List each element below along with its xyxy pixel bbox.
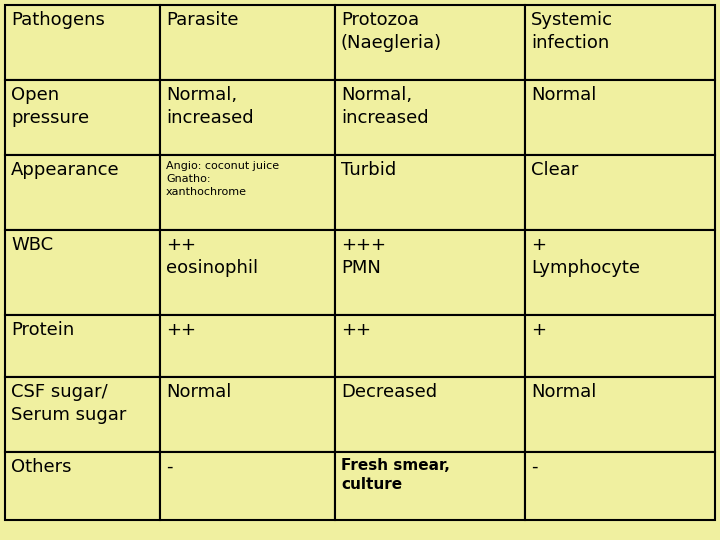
Bar xyxy=(160,230,335,315)
Bar xyxy=(525,5,715,80)
Text: Clear: Clear xyxy=(531,161,578,179)
Bar xyxy=(335,5,525,80)
Bar xyxy=(5,155,160,230)
Text: +: + xyxy=(531,321,546,339)
Bar xyxy=(5,5,160,80)
Bar xyxy=(160,5,335,80)
Text: -: - xyxy=(166,458,173,476)
Bar xyxy=(160,80,335,155)
Bar xyxy=(335,315,525,377)
Text: Protozoa
(Naegleria): Protozoa (Naegleria) xyxy=(341,11,442,52)
Bar xyxy=(5,377,160,452)
Text: Normal,
increased: Normal, increased xyxy=(341,86,428,127)
Bar xyxy=(525,80,715,155)
Bar xyxy=(160,315,335,377)
Bar xyxy=(160,452,335,520)
Bar xyxy=(335,452,525,520)
Text: Others: Others xyxy=(11,458,71,476)
Text: Normal: Normal xyxy=(531,383,596,401)
Text: Open
pressure: Open pressure xyxy=(11,86,89,127)
Text: Protein: Protein xyxy=(11,321,74,339)
Text: Pathogens: Pathogens xyxy=(11,11,105,29)
Bar xyxy=(5,452,160,520)
Bar xyxy=(160,155,335,230)
Bar xyxy=(525,315,715,377)
Text: ++: ++ xyxy=(166,321,196,339)
Text: Parasite: Parasite xyxy=(166,11,238,29)
Text: ++
eosinophil: ++ eosinophil xyxy=(166,236,258,277)
Text: Normal: Normal xyxy=(531,86,596,104)
Text: Turbid: Turbid xyxy=(341,161,396,179)
Text: Normal: Normal xyxy=(166,383,231,401)
Bar xyxy=(525,377,715,452)
Text: Fresh smear,
culture: Fresh smear, culture xyxy=(341,458,450,492)
Text: WBC: WBC xyxy=(11,236,53,254)
Text: Decreased: Decreased xyxy=(341,383,437,401)
Text: +
Lymphocyte: + Lymphocyte xyxy=(531,236,640,277)
Text: Angio: coconut juice
Gnatho:
xanthochrome: Angio: coconut juice Gnatho: xanthochrom… xyxy=(166,161,279,197)
Bar xyxy=(160,377,335,452)
Text: CSF sugar/
Serum sugar: CSF sugar/ Serum sugar xyxy=(11,383,127,424)
Text: ++: ++ xyxy=(341,321,371,339)
Text: Systemic
infection: Systemic infection xyxy=(531,11,613,52)
Text: +++
PMN: +++ PMN xyxy=(341,236,386,277)
Bar xyxy=(5,230,160,315)
Text: -: - xyxy=(531,458,538,476)
Bar xyxy=(5,315,160,377)
Bar xyxy=(335,80,525,155)
Bar xyxy=(525,155,715,230)
Bar xyxy=(525,230,715,315)
Bar xyxy=(525,452,715,520)
Text: Appearance: Appearance xyxy=(11,161,120,179)
Bar xyxy=(5,80,160,155)
Bar xyxy=(335,377,525,452)
Text: Normal,
increased: Normal, increased xyxy=(166,86,253,127)
Bar xyxy=(335,155,525,230)
Bar xyxy=(335,230,525,315)
